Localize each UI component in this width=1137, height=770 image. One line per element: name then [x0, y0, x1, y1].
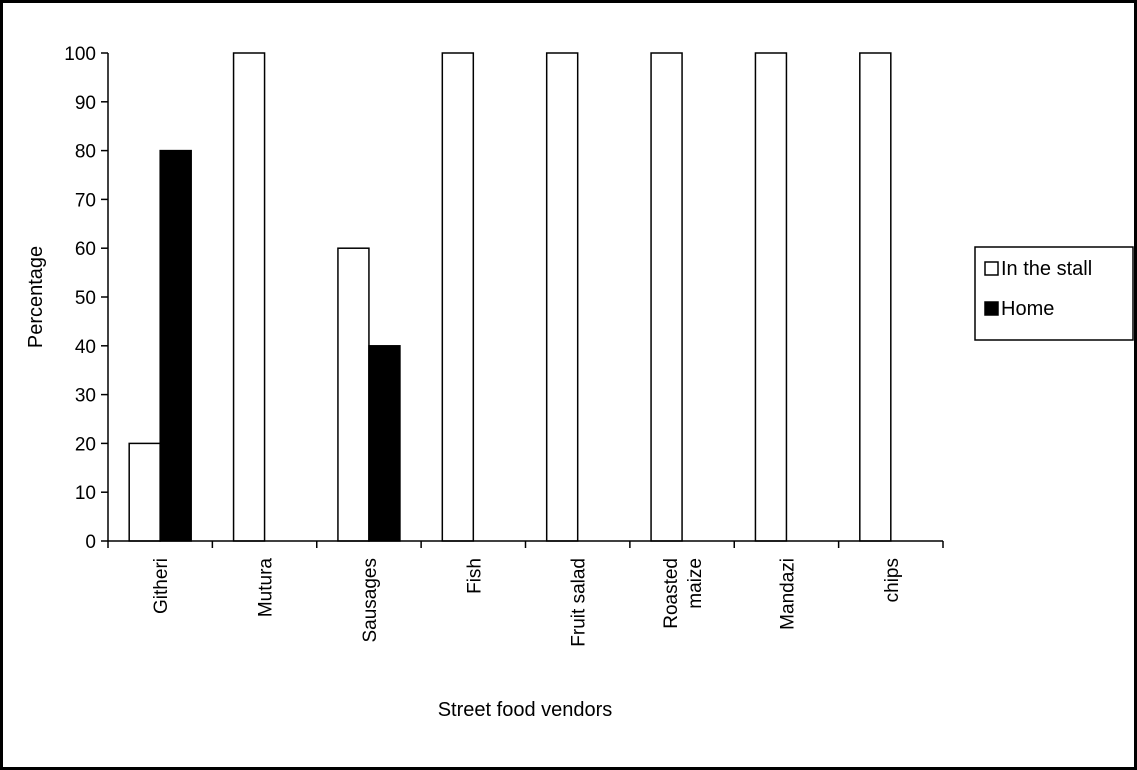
- bar-home-0: [159, 149, 192, 542]
- legend: In the stall Home: [974, 246, 1134, 341]
- x-tick-label: Mandazi: [777, 558, 798, 630]
- x-tick-label: chips: [882, 558, 903, 602]
- y-tick-label: 60: [75, 239, 96, 260]
- legend-swatch-1: [984, 301, 999, 316]
- y-axis-title: Percentage: [25, 246, 47, 348]
- x-tick-label: Roasted: [661, 558, 682, 629]
- y-tick-label: 90: [75, 93, 96, 114]
- labels-layer: 0 10 20 30 40 50 60 70 80 90 100 Githeri Mutura Sausa…: [64, 44, 903, 647]
- y-tick-label: 50: [75, 288, 96, 309]
- bar-home-2: [368, 345, 401, 542]
- x-tick-label: Fish: [464, 558, 485, 594]
- x-tick-label: Sausages: [360, 558, 381, 643]
- y-tick-label: 80: [75, 142, 96, 163]
- bar-in-the-stall-5: [650, 52, 683, 542]
- y-tick-label: 30: [75, 386, 96, 407]
- bar-in-the-stall-1: [232, 52, 266, 542]
- y-tick-label: 40: [75, 337, 96, 358]
- bar-in-the-stall-3: [441, 52, 475, 542]
- y-tick-label: 0: [85, 532, 96, 553]
- y-tick-label: 100: [64, 44, 96, 65]
- legend-label-0: In the stall: [1001, 258, 1092, 280]
- x-tick-label: Mutura: [256, 558, 277, 618]
- legend-swatch-0: [984, 261, 999, 276]
- bars-layer: [128, 52, 892, 542]
- bar-in-the-stall-2: [337, 247, 370, 542]
- bar-in-the-stall-7: [859, 52, 892, 542]
- y-tick-label: 20: [75, 434, 96, 455]
- y-tick-label: 70: [75, 190, 96, 211]
- bar-in-the-stall-6: [754, 52, 788, 542]
- bar-in-the-stall-4: [545, 52, 579, 542]
- x-axis-title: Street food vendors: [438, 699, 613, 721]
- legend-box: [974, 246, 1134, 341]
- axes-layer: [101, 52, 944, 548]
- x-tick-label: maize: [685, 558, 706, 609]
- legend-label-1: Home: [1001, 298, 1054, 320]
- bar-in-the-stall-0: [128, 442, 161, 542]
- y-tick-label: 10: [75, 483, 96, 504]
- x-tick-label: Fruit salad: [569, 558, 590, 647]
- x-tick-label: Githeri: [151, 558, 172, 614]
